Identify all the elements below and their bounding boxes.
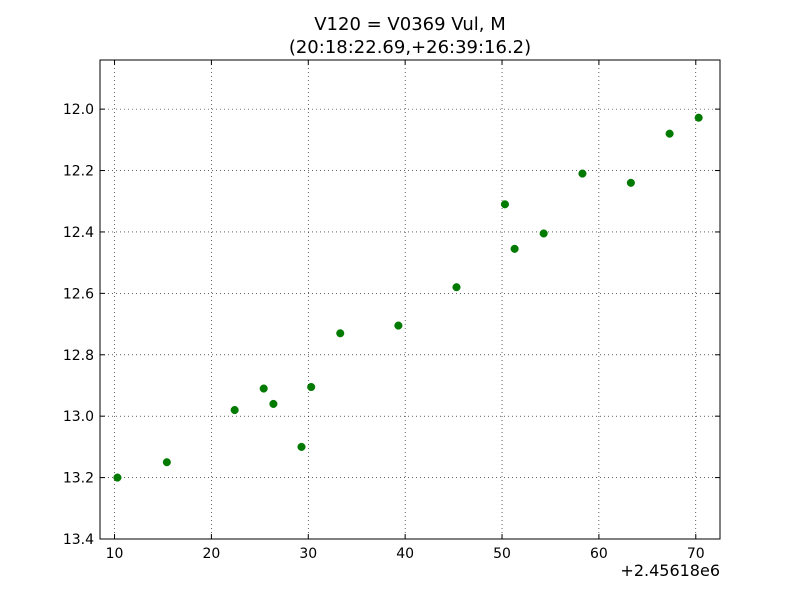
data-point: [539, 229, 548, 238]
data-point: [452, 283, 461, 292]
data-points: [113, 113, 703, 482]
data-point: [510, 244, 519, 253]
chart-title: V120 = V0369 Vul, M: [314, 14, 506, 35]
data-point: [297, 442, 306, 451]
x-offset-label: +2.45618e6: [620, 561, 720, 580]
data-point: [500, 200, 509, 209]
data-point: [259, 384, 268, 393]
x-tick-label: 60: [590, 546, 608, 562]
data-point: [269, 399, 278, 408]
plot-frame: [99, 59, 721, 540]
x-tick-label: 40: [396, 546, 414, 562]
y-tick-label: 13.4: [63, 532, 94, 548]
axis-ticks: 10 20 30 40 50 60 70 12.0 12.2 12.4 12.6 12.8 13.0 13…: [63, 60, 720, 562]
x-tick-label: 70: [687, 546, 705, 562]
grid: [100, 60, 720, 540]
data-point: [336, 329, 345, 338]
data-point: [626, 178, 635, 187]
data-point: [230, 405, 239, 415]
y-tick-label: 12.4: [63, 225, 94, 241]
data-point: [394, 321, 403, 330]
y-tick-label: 13.0: [63, 409, 94, 425]
x-tick-label: 10: [106, 546, 124, 562]
y-tick-label: 12.6: [63, 286, 94, 302]
y-tick-label: 12.8: [63, 348, 94, 364]
data-point: [307, 382, 316, 392]
x-tick-label: 50: [493, 546, 511, 562]
y-tick-label: 13.2: [63, 471, 94, 487]
data-point: [694, 113, 703, 122]
data-point: [578, 169, 587, 178]
y-tick-label: 12.2: [63, 164, 94, 180]
data-point: [113, 473, 122, 482]
x-tick-label: 30: [299, 546, 317, 562]
chart-subtitle: (20:18:22.69,+26:39:16.2): [289, 37, 531, 58]
data-point: [162, 458, 171, 467]
data-point: [665, 129, 674, 138]
x-tick-label: 20: [202, 546, 220, 562]
y-tick-label: 12.0: [63, 102, 94, 118]
